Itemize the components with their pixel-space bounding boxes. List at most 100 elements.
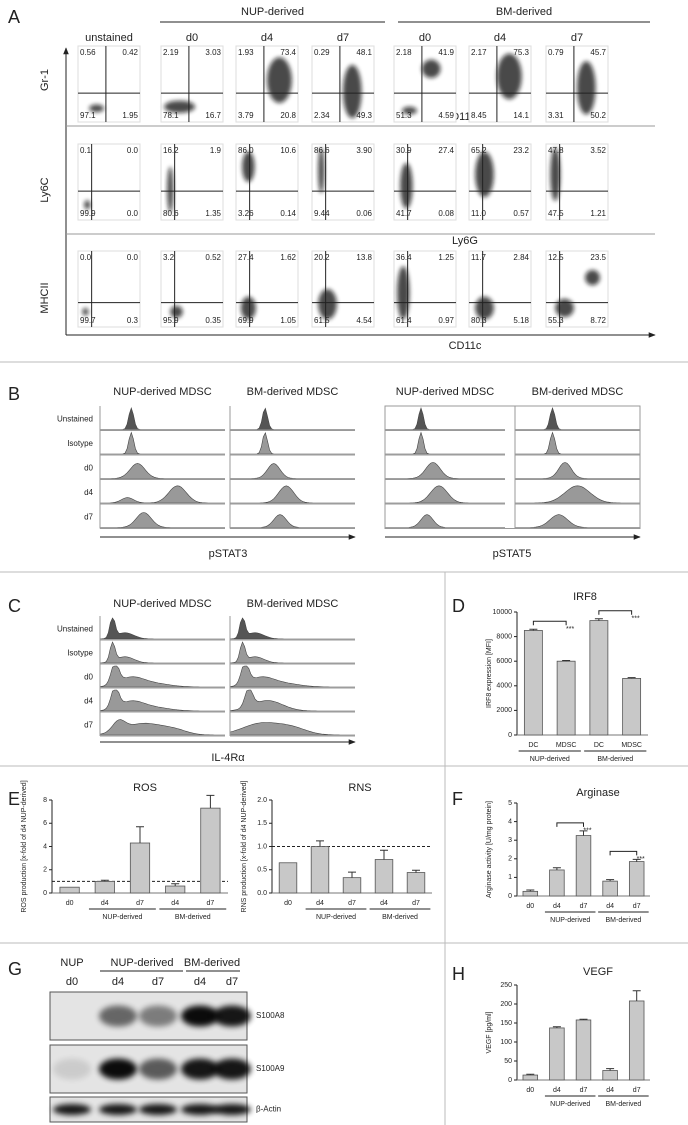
y-tick-label: 1	[508, 874, 512, 881]
quadrant-value: 13.8	[356, 253, 372, 262]
cell-cluster	[577, 61, 596, 115]
quadrant-value: 10.6	[280, 146, 296, 155]
column-header: BM-derived MDSC	[247, 386, 339, 398]
x-tick-label: d4	[553, 903, 561, 910]
quadrant-value: 41.9	[438, 48, 454, 57]
band	[181, 1058, 219, 1080]
plot-frame	[311, 45, 375, 123]
x-tick-label: d4	[316, 900, 324, 907]
quadrant-value: 99.9	[80, 209, 96, 218]
quadrant-value: 0.42	[122, 48, 138, 57]
quadrant-value: 23.2	[513, 146, 529, 155]
quadrant-value: 86.6	[314, 146, 330, 155]
cell-cluster	[475, 151, 494, 198]
quadrant-value: 11.0	[471, 209, 487, 218]
quadrant-value: 55.3	[548, 316, 564, 325]
band	[213, 1005, 251, 1027]
cell-cluster	[267, 57, 292, 103]
error-bar	[171, 883, 180, 887]
error-bar	[552, 867, 561, 870]
quadrant-value: 47.5	[548, 209, 564, 218]
histogram	[100, 512, 225, 528]
group-label: BM-derived	[496, 6, 552, 18]
error-bar	[526, 1073, 535, 1076]
chart-title: ROS	[133, 782, 157, 794]
quadrant-value: 2.84	[513, 253, 529, 262]
plot-frame	[160, 250, 224, 328]
group-label: BM-derived	[606, 917, 642, 924]
bar	[200, 807, 221, 894]
column-header: NUP-derived MDSC	[396, 386, 494, 398]
plot-frame	[77, 250, 141, 328]
quadrant-value: 0.52	[205, 253, 221, 262]
error-bar	[632, 990, 641, 1001]
quadrant-value: 95.9	[163, 316, 179, 325]
y-tick-label: 3	[508, 837, 512, 844]
x-tick-label: d4	[553, 1087, 561, 1094]
y-tick-label: 5	[508, 800, 512, 807]
quadrant-value: 0.97	[438, 316, 454, 325]
quadrant-value: 1.62	[280, 253, 296, 262]
y-axis-label: VEGF [pg/ml]	[486, 1011, 493, 1053]
bar	[549, 1027, 565, 1081]
quadrant-value: 3.79	[238, 111, 254, 120]
quadrant-value: 5.18	[513, 316, 529, 325]
y-axis-label: RNS production [x-fold of d4 NUP-derived…	[241, 781, 248, 913]
flow-plot	[468, 250, 532, 328]
flow-plot	[393, 250, 457, 328]
quadrant-value: 80.3	[471, 316, 487, 325]
group-label: NUP-derived	[530, 756, 570, 763]
chart-title: RNS	[348, 782, 371, 794]
group-label: NUP-derived	[550, 1101, 590, 1108]
cell-cluster	[84, 200, 91, 210]
cell-cluster	[585, 270, 600, 286]
quadrant-value: 2.34	[314, 111, 330, 120]
column-header: BM-derived MDSC	[247, 598, 339, 610]
quadrant-value: 86.0	[238, 146, 254, 155]
flow-plot	[311, 250, 375, 328]
x-tick-label: d7	[348, 900, 356, 907]
group-label: NUP-derived	[241, 6, 304, 18]
cell-cluster	[421, 59, 441, 78]
bar	[406, 872, 426, 894]
flow-plot	[235, 250, 299, 328]
x-tick-label: d7	[580, 903, 588, 910]
quadrant-value: 8.45	[471, 111, 487, 120]
x-tick-label: d0	[284, 900, 292, 907]
flow-plot	[545, 45, 609, 123]
column-label: d0	[419, 32, 431, 44]
x-tick-label: d0	[66, 900, 74, 907]
panel-label: C	[8, 596, 21, 616]
histogram	[385, 485, 505, 504]
panel-label: D	[452, 596, 465, 616]
error-bar	[594, 618, 603, 621]
chart-title: VEGF	[583, 966, 613, 978]
band	[139, 1104, 177, 1115]
quadrant-value: 4.59	[438, 111, 454, 120]
band	[99, 1005, 137, 1027]
group-label: BM-derived	[606, 1101, 642, 1108]
cell-cluster	[242, 151, 255, 182]
bar	[556, 660, 576, 736]
x-tick-label: d4	[101, 900, 109, 907]
x-tick-label: d4	[606, 903, 614, 910]
error-bar	[100, 879, 109, 882]
x-tick-label: d0	[526, 1087, 534, 1094]
quadrant-value: 47.8	[548, 146, 564, 155]
y-tick-label: 8	[43, 797, 47, 804]
cell-cluster	[318, 289, 337, 320]
quadrant-value: 0.35	[205, 316, 221, 325]
histogram	[229, 722, 355, 736]
lane-label: d4	[112, 976, 124, 988]
cell-cluster	[400, 163, 413, 209]
column-header: NUP-derived MDSC	[113, 386, 211, 398]
significance-bracket	[556, 822, 584, 827]
band	[181, 1005, 219, 1027]
quadrant-value: 0.29	[314, 48, 330, 57]
row-label: d0	[84, 672, 93, 681]
band	[53, 1058, 91, 1080]
bar	[622, 678, 642, 736]
row-label: Isotype	[67, 439, 93, 448]
y-axis-label: Ly6C	[39, 177, 51, 202]
bar	[59, 886, 80, 894]
